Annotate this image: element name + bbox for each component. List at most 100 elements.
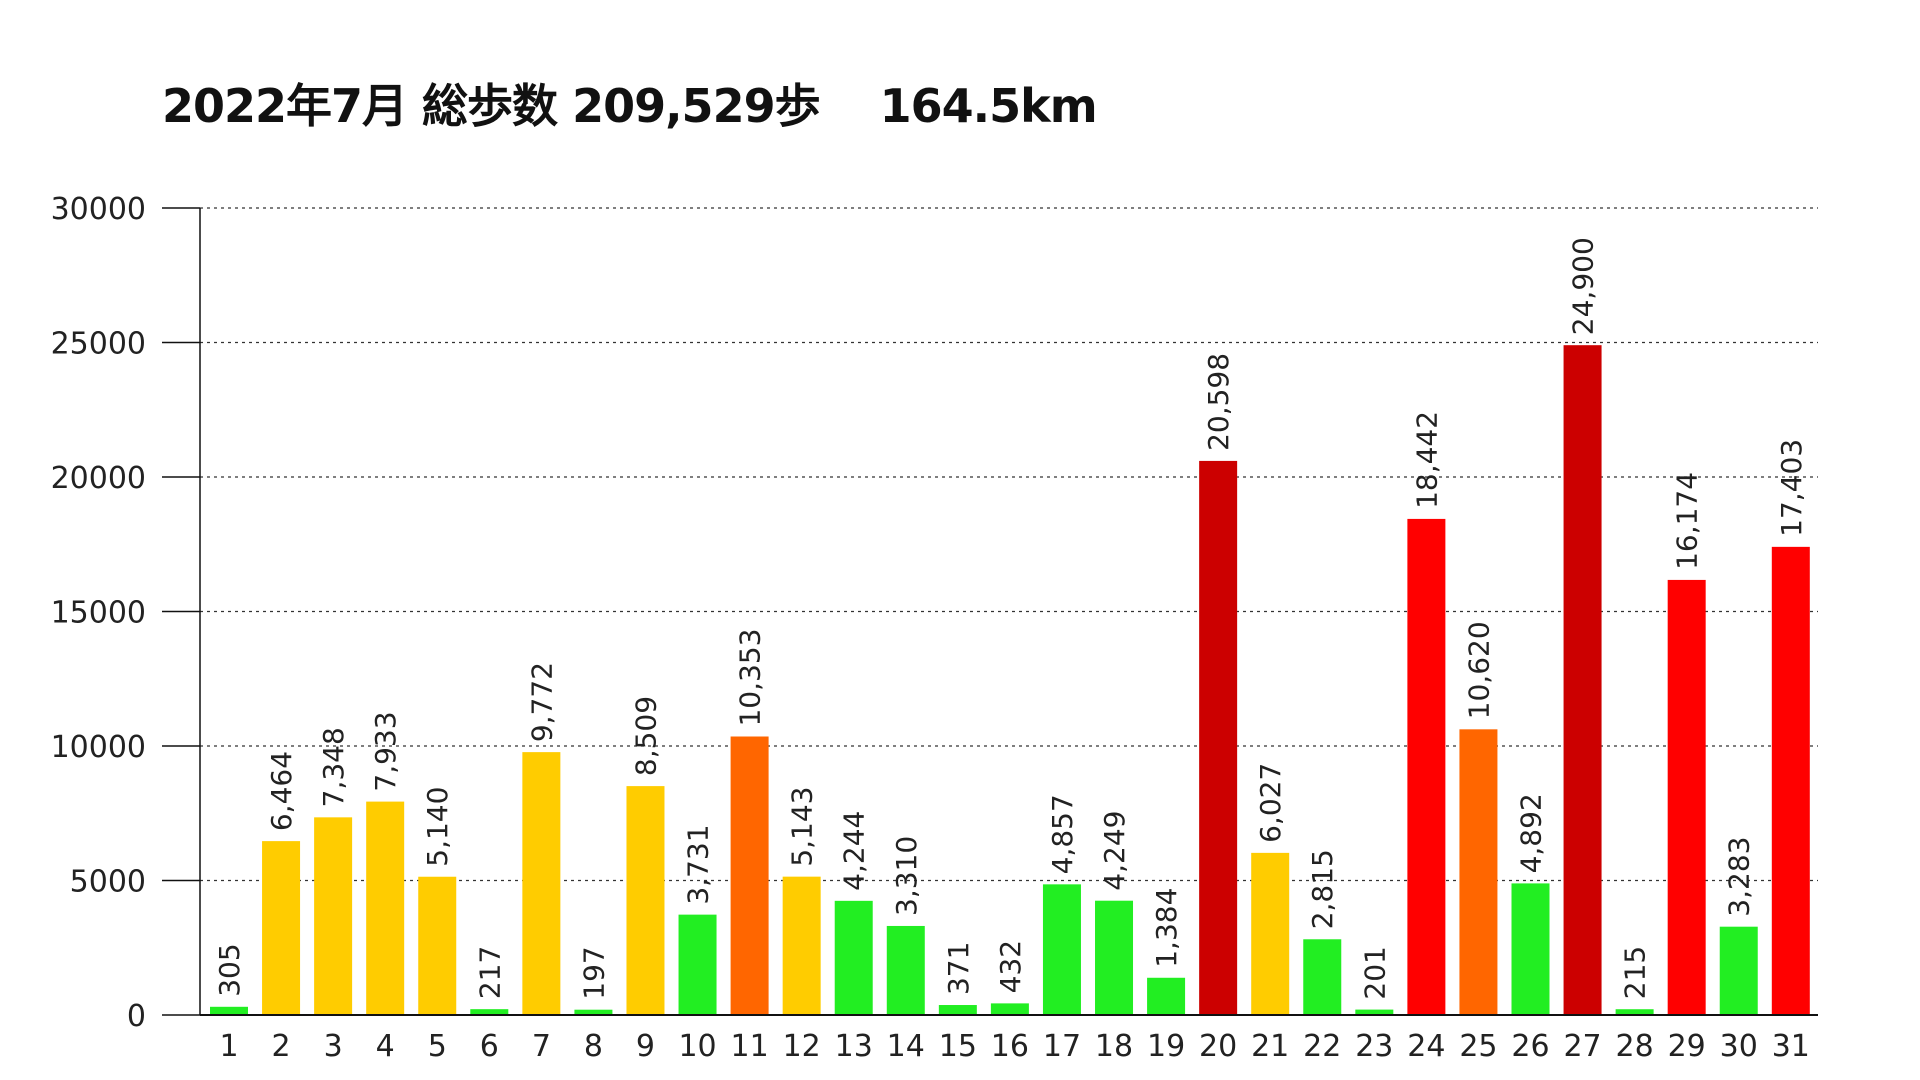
y-tick-label: 15000 [51, 596, 146, 631]
y-tick-label: 30000 [51, 192, 146, 227]
x-tick-label: 25 [1459, 1029, 1497, 1064]
data-label: 8,509 [629, 696, 662, 776]
bar [834, 900, 873, 1015]
data-label: 217 [473, 946, 506, 999]
x-tick-label: 29 [1668, 1029, 1706, 1064]
x-tick-label: 22 [1303, 1029, 1341, 1064]
x-tick-label: 4 [376, 1029, 395, 1064]
x-tick-label: 20 [1199, 1029, 1237, 1064]
x-tick-label: 7 [532, 1029, 551, 1064]
data-label: 197 [577, 946, 610, 999]
x-tick-label: 16 [991, 1029, 1029, 1064]
data-label: 5,143 [786, 786, 819, 866]
bar [1563, 345, 1602, 1015]
data-label: 16,174 [1671, 472, 1704, 570]
data-label: 10,620 [1462, 621, 1495, 719]
data-label: 1,384 [1150, 888, 1183, 968]
bar [366, 801, 405, 1015]
x-tick-label: 14 [887, 1029, 925, 1064]
x-tick-label: 8 [584, 1029, 603, 1064]
data-label: 4,892 [1515, 793, 1548, 873]
data-label: 5,140 [421, 787, 454, 867]
x-tick-label: 24 [1407, 1029, 1445, 1064]
y-tick-label: 10000 [51, 730, 146, 765]
bar [782, 876, 821, 1015]
x-tick-label: 18 [1095, 1029, 1133, 1064]
data-label: 24,900 [1567, 237, 1600, 335]
x-tick-label: 9 [636, 1029, 655, 1064]
y-tick-label: 0 [127, 999, 146, 1034]
x-tick-label: 5 [428, 1029, 447, 1064]
bar [1771, 546, 1810, 1015]
bar [1251, 852, 1290, 1015]
x-tick-label: 2 [272, 1029, 291, 1064]
bar [938, 1005, 977, 1015]
bar [1511, 883, 1550, 1015]
bar [678, 914, 717, 1015]
x-tick-label: 19 [1147, 1029, 1185, 1064]
x-tick-label: 11 [731, 1029, 769, 1064]
x-tick-label: 6 [480, 1029, 499, 1064]
x-tick-label: 13 [835, 1029, 873, 1064]
x-tick-label: 31 [1772, 1029, 1810, 1064]
x-tick-label: 10 [678, 1029, 716, 1064]
bar [418, 876, 457, 1015]
y-tick-label: 25000 [51, 327, 146, 362]
bar [1147, 977, 1186, 1015]
bar [210, 1006, 248, 1015]
x-tick-label: 21 [1251, 1029, 1289, 1064]
data-label: 371 [942, 942, 975, 995]
x-tick-label: 15 [939, 1029, 977, 1064]
x-tick-label: 27 [1563, 1029, 1601, 1064]
data-label: 4,857 [1046, 794, 1079, 874]
bar [574, 1009, 613, 1015]
bar [1303, 939, 1342, 1015]
data-label: 10,353 [734, 629, 767, 727]
x-tick-label: 17 [1043, 1029, 1081, 1064]
data-label: 432 [994, 940, 1027, 993]
bar [1042, 884, 1081, 1015]
data-label: 9,772 [525, 662, 558, 742]
y-tick-label: 20000 [51, 461, 146, 496]
bar [470, 1009, 509, 1015]
x-tick-label: 28 [1616, 1029, 1654, 1064]
bar [1667, 579, 1706, 1015]
bar [1407, 518, 1446, 1015]
bar [1459, 729, 1498, 1015]
data-label: 6,464 [265, 751, 298, 831]
bar [626, 786, 665, 1015]
bar [1355, 1009, 1394, 1015]
data-label: 2,815 [1306, 849, 1339, 929]
bar [1719, 926, 1758, 1015]
x-tick-label: 3 [324, 1029, 343, 1064]
x-tick-label: 12 [783, 1029, 821, 1064]
data-label: 18,442 [1410, 411, 1443, 509]
bar [1615, 1009, 1654, 1015]
data-label: 17,403 [1775, 439, 1808, 537]
chart-title: 2022年7月 総歩数 209,529歩 164.5km [162, 79, 1098, 133]
data-label: 215 [1619, 946, 1652, 999]
data-label: 20,598 [1202, 353, 1235, 451]
x-tick-label: 26 [1511, 1029, 1549, 1064]
bar [886, 925, 925, 1015]
x-tick-label: 30 [1720, 1029, 1758, 1064]
data-label: 7,348 [317, 727, 350, 807]
bar [314, 817, 353, 1015]
data-label: 4,244 [838, 811, 871, 891]
y-tick-label: 5000 [70, 865, 146, 900]
bar [262, 841, 301, 1015]
data-label: 3,310 [890, 836, 923, 916]
bar [1199, 460, 1238, 1015]
bar [990, 1003, 1029, 1015]
bar [1095, 900, 1134, 1015]
data-label: 6,027 [1254, 763, 1287, 843]
data-label: 3,731 [682, 824, 715, 904]
bar [730, 736, 769, 1015]
data-label: 7,933 [369, 711, 402, 791]
x-tick-label: 23 [1355, 1029, 1393, 1064]
data-label: 201 [1358, 946, 1391, 999]
x-tick-label: 1 [219, 1029, 238, 1064]
data-label: 305 [213, 943, 246, 996]
